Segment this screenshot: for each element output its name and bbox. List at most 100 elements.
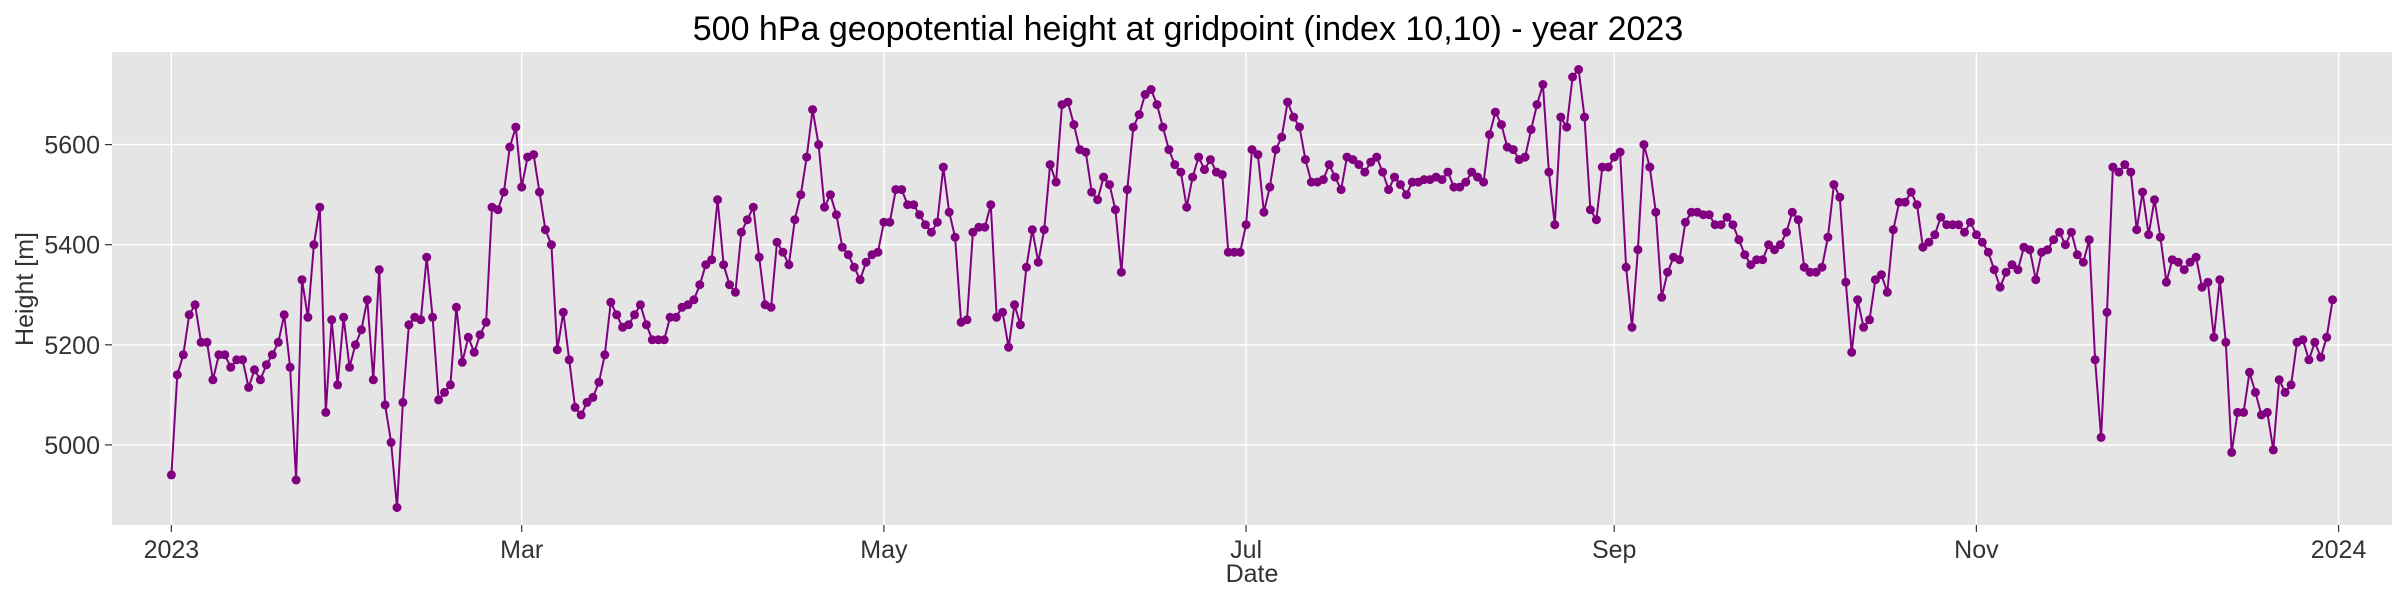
data-point	[1770, 245, 1779, 255]
data-point	[172, 370, 182, 380]
data-point	[475, 330, 485, 340]
data-point	[1200, 165, 1209, 175]
data-point	[1989, 265, 1999, 275]
data-point	[428, 312, 438, 322]
data-point	[1538, 80, 1548, 89]
data-point	[736, 227, 746, 237]
data-point	[1087, 187, 1097, 197]
data-point	[457, 357, 467, 367]
data-point	[1330, 172, 1340, 182]
data-point	[778, 247, 788, 257]
data-point	[1348, 155, 1358, 165]
data-point	[267, 350, 277, 360]
data-point	[529, 150, 539, 160]
data-point	[641, 320, 651, 330]
data-point	[303, 312, 313, 322]
data-point	[2310, 337, 2320, 347]
data-point	[1615, 147, 1625, 157]
data-point	[742, 215, 752, 225]
data-point	[481, 317, 491, 327]
data-point	[511, 122, 521, 132]
data-point	[2066, 227, 2076, 237]
data-point	[2155, 232, 2165, 242]
data-point	[1360, 167, 1370, 177]
data-point	[2245, 367, 2254, 377]
data-point	[1170, 160, 1180, 170]
data-point	[505, 142, 515, 152]
data-point	[968, 227, 978, 237]
data-point	[202, 337, 212, 347]
data-point	[909, 200, 919, 210]
data-point	[920, 220, 930, 230]
data-point	[873, 247, 883, 257]
data-point	[1520, 152, 1530, 162]
data-point	[1675, 255, 1684, 265]
data-point	[683, 300, 693, 310]
data-point	[445, 380, 455, 390]
data-point	[1870, 275, 1880, 285]
data-point	[2078, 257, 2088, 267]
x-tick-label: Nov	[1954, 536, 1999, 564]
data-point	[244, 382, 254, 392]
data-point	[1116, 267, 1126, 277]
data-point	[2250, 387, 2260, 397]
data-point	[1722, 212, 1732, 222]
data-point	[1378, 167, 1388, 177]
data-point	[2126, 167, 2136, 177]
data-point	[2286, 380, 2296, 390]
data-point	[1164, 145, 1174, 155]
data-point	[1544, 167, 1554, 177]
data-point	[1467, 167, 1477, 177]
data-point	[630, 310, 639, 320]
data-point	[1651, 207, 1661, 217]
data-point	[250, 365, 259, 375]
data-point	[980, 222, 990, 232]
x-tick-label: May	[860, 536, 908, 564]
data-point	[1205, 155, 1215, 165]
data-point	[2007, 260, 2017, 270]
data-point	[279, 310, 289, 320]
data-point	[849, 262, 859, 272]
data-point	[897, 185, 907, 195]
data-point	[1900, 197, 1910, 207]
data-point	[517, 182, 527, 192]
y-tick-label: 5000	[44, 432, 100, 460]
data-point	[1740, 250, 1750, 260]
data-point	[434, 395, 444, 405]
data-point	[1063, 97, 1073, 107]
x-tick-label: 2023	[144, 536, 200, 564]
data-point	[1758, 255, 1768, 265]
data-point	[1781, 227, 1791, 237]
data-point	[166, 470, 176, 480]
data-point	[2120, 160, 2130, 170]
data-point	[582, 397, 592, 407]
data-point	[440, 387, 449, 397]
data-point	[1508, 145, 1518, 155]
data-point	[374, 265, 384, 275]
data-point	[1110, 205, 1120, 215]
grid-lines	[112, 52, 2392, 525]
data-point	[1971, 230, 1981, 240]
data-point	[2144, 230, 2154, 240]
data-point	[635, 300, 645, 310]
data-point	[398, 397, 408, 407]
data-point	[2161, 277, 2171, 287]
data-point	[1793, 215, 1803, 225]
data-point	[2322, 332, 2332, 342]
data-point	[1556, 112, 1566, 122]
data-point	[1865, 315, 1874, 325]
data-point	[1621, 262, 1631, 272]
data-point	[1835, 192, 1845, 202]
data-point	[2239, 407, 2249, 417]
data-point	[2043, 245, 2053, 255]
data-series	[166, 65, 2338, 512]
data-point	[2227, 447, 2237, 457]
data-point	[2096, 432, 2106, 442]
data-point	[1384, 185, 1394, 195]
y-tick-label: 5200	[44, 332, 100, 360]
data-point	[1965, 217, 1975, 227]
data-point	[600, 350, 610, 360]
data-point	[1716, 220, 1726, 230]
data-point	[2328, 295, 2338, 305]
data-point	[624, 320, 634, 330]
